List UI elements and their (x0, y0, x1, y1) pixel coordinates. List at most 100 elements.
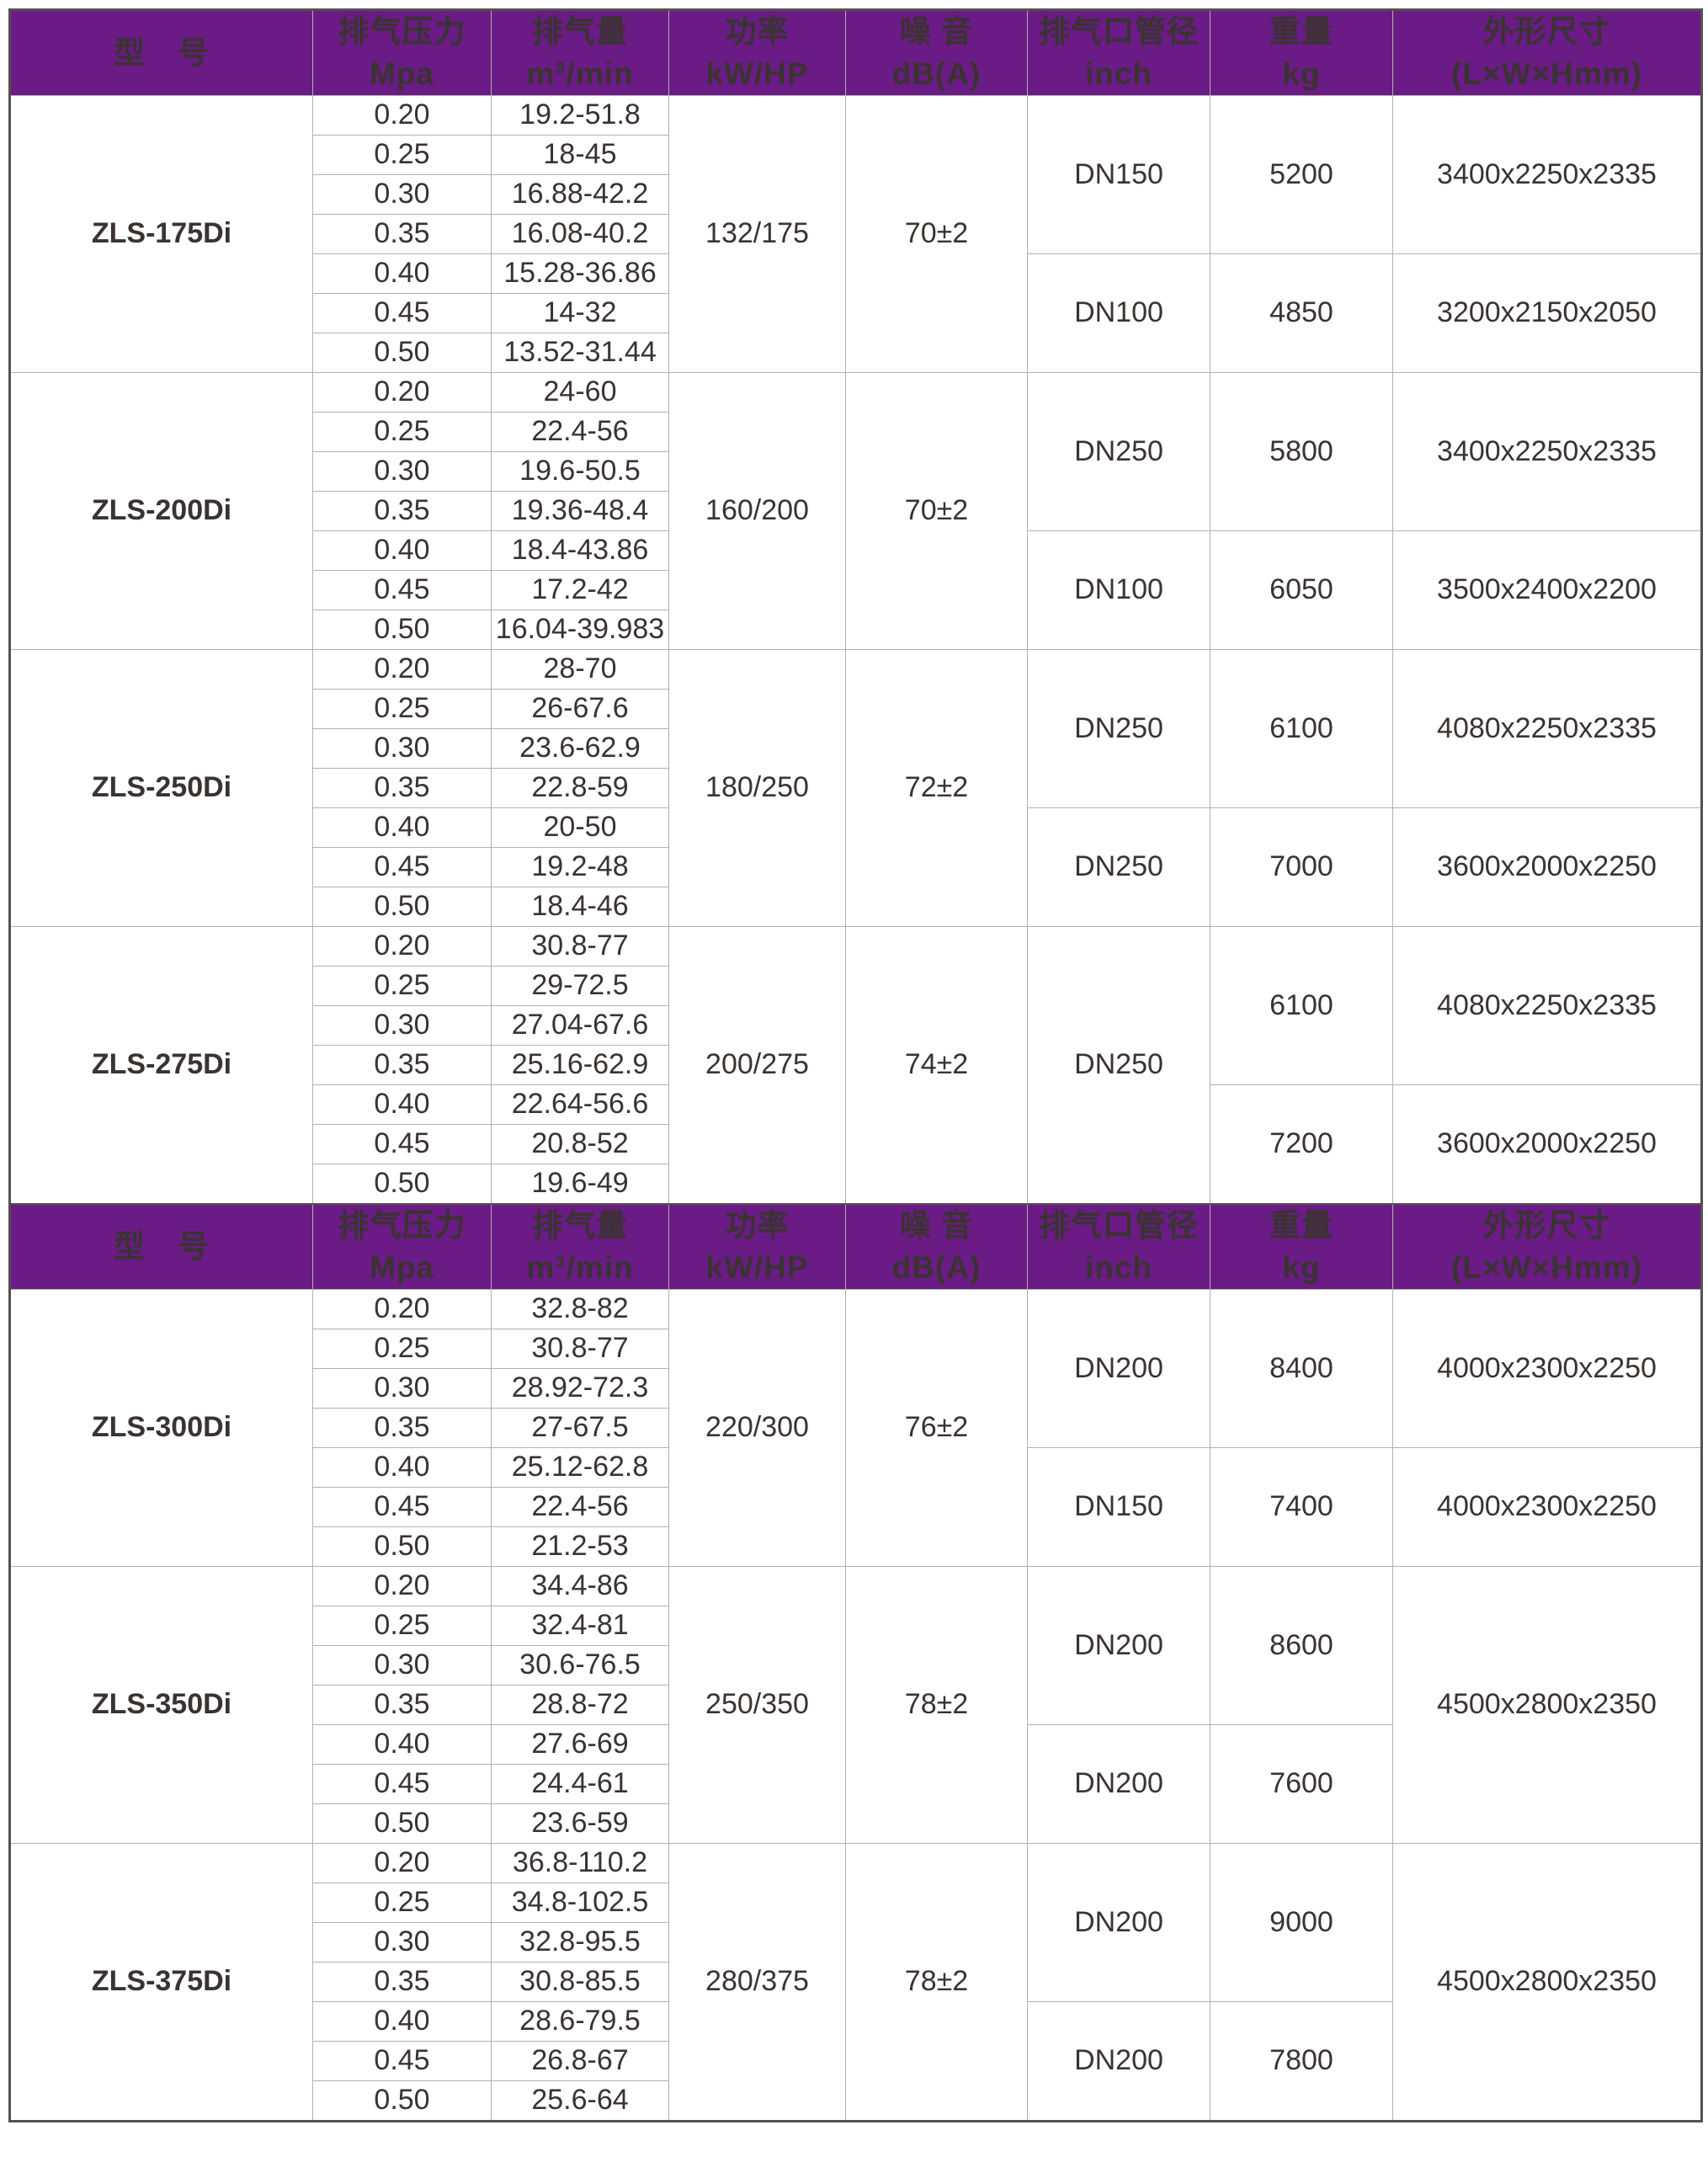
model-cell: ZLS-275Di (9, 926, 313, 1205)
header-cell: 型 号 (9, 1203, 313, 1290)
displacement-cell: 20-50 (491, 807, 669, 848)
displacement-cell: 34.4-86 (491, 1566, 669, 1606)
pipe-cell: DN200 (1027, 2001, 1210, 2122)
weight-cell: 5800 (1210, 372, 1393, 531)
header-cell: 外形尺寸 (L×W×Hmm) (1392, 9, 1702, 96)
pipe-cell: DN200 (1027, 1289, 1210, 1448)
header-cell: 排气量 m³/min (491, 9, 669, 96)
displacement-cell: 30.8-77 (491, 926, 669, 967)
header-line2: kg (1282, 56, 1321, 91)
pressure-cell: 0.30 (312, 451, 492, 492)
pressure-cell: 0.50 (312, 333, 492, 373)
noise-cell: 70±2 (845, 372, 1028, 650)
pressure-cell: 0.30 (312, 1922, 492, 1963)
displacement-cell: 16.04-39.983 (491, 610, 669, 650)
dims-cell: 3400x2250x2335 (1392, 95, 1702, 254)
dims-cell: 4000x2300x2250 (1392, 1289, 1702, 1448)
displacement-cell: 27.04-67.6 (491, 1005, 669, 1046)
pressure-cell: 0.30 (312, 1645, 492, 1686)
header-line2: inch (1084, 56, 1153, 91)
table-row: 0.40 25.12-62.8 DN150 7400 4000x2300x2250 (10, 1447, 1702, 1567)
pressure-cell: 0.20 (312, 1289, 492, 1329)
table-row: 0.35 25.16-62.9 (10, 1045, 1702, 1085)
header-cell: 重量 kg (1210, 1203, 1393, 1290)
pressure-cell: 0.45 (312, 570, 492, 610)
header-cell: 排气压力 Mpa (312, 1203, 492, 1290)
displacement-cell: 13.52-31.44 (491, 333, 669, 373)
header-cell: 排气口管径 inch (1027, 1203, 1210, 1290)
displacement-cell: 22.4-56 (491, 1487, 669, 1527)
displacement-cell: 23.6-59 (491, 1803, 669, 1844)
dims-cell: 3600x2000x2250 (1392, 807, 1702, 927)
header-line1: 排气量 (532, 14, 628, 49)
displacement-cell: 18-45 (491, 135, 669, 175)
power-cell: 250/350 (668, 1566, 846, 1844)
displacement-cell: 26.8-67 (491, 2041, 669, 2081)
displacement-cell: 28.8-72 (491, 1685, 669, 1725)
displacement-cell: 19.6-50.5 (491, 451, 669, 492)
pressure-cell: 0.45 (312, 293, 492, 333)
header-line2: inch (1084, 1250, 1153, 1285)
table-row: 0.45 14-32 (10, 293, 1702, 333)
header-cell: 外形尺寸 (L×W×Hmm) (1392, 1203, 1702, 1290)
table-row: 0.45 20.8-52 (10, 1124, 1702, 1164)
weight-cell: 7800 (1210, 2001, 1393, 2122)
displacement-cell: 34.8-102.5 (491, 1883, 669, 1923)
weight-cell: 7400 (1210, 1447, 1393, 1567)
pressure-cell: 0.35 (312, 1685, 492, 1725)
header-cell: 功率 kW/HP (668, 1203, 846, 1290)
pressure-cell: 0.20 (312, 649, 492, 690)
header-row: 型 号 排气压力 Mpa 排气量 m³/min 功率 kW/HP 噪 音 dB(A) 排气口管径 i… (9, 9, 1702, 96)
header-row: 型 号 排气压力 Mpa 排气量 m³/min 功率 kW/HP 噪 音 dB(A) 排气口管径 i… (9, 1203, 1702, 1290)
displacement-cell: 32.4-81 (491, 1606, 669, 1646)
header-line2: dB(A) (891, 56, 982, 91)
table-row: 0.50 13.52-31.44 (10, 333, 1702, 373)
model-cell: ZLS-375Di (9, 1843, 313, 2122)
table-row: ZLS-350Di 0.20 34.4-86 250/350 78±2 DN200 8600… (9, 1566, 1702, 1844)
dims-cell: 4500x2800x2350 (1392, 1843, 1702, 2122)
displacement-cell: 20.8-52 (491, 1124, 669, 1164)
header-line2: kW/HP (705, 1250, 809, 1285)
dims-cell: 4000x2300x2250 (1392, 1447, 1702, 1567)
displacement-cell: 18.4-46 (491, 887, 669, 927)
weight-cell: 6100 (1210, 926, 1393, 1085)
power-cell: 180/250 (668, 649, 846, 927)
header-cell: 型 号 (9, 9, 313, 96)
header-line2: (L×W×Hmm) (1451, 1250, 1642, 1285)
displacement-cell: 14-32 (491, 293, 669, 333)
table-row: 0.40 15.28-36.86 DN100 4850 3200x2150x2050 (10, 253, 1702, 373)
table-row: 0.25 22.4-56 (10, 412, 1702, 452)
pressure-cell: 0.25 (312, 412, 492, 452)
table-row: 0.45 24.4-61 (10, 1764, 1702, 1804)
power-cell: 200/275 (668, 926, 846, 1205)
table-row: 0.35 19.36-48.4 (10, 491, 1702, 531)
displacement-cell: 18.4-43.86 (491, 530, 669, 571)
displacement-cell: 28.6-79.5 (491, 2001, 669, 2042)
header-cell: 排气口管径 inch (1027, 9, 1210, 96)
table-row: 0.35 16.08-40.2 (10, 214, 1702, 254)
header-line1: 噪 音 (899, 14, 974, 49)
header-cell: 噪 音 dB(A) (845, 1203, 1028, 1290)
header-line2: m³/min (526, 1250, 634, 1285)
pressure-cell: 0.30 (312, 1368, 492, 1409)
header-line1: 外形尺寸 (1482, 14, 1611, 49)
pressure-cell: 0.40 (312, 807, 492, 848)
table-row: 0.30 19.6-50.5 (10, 451, 1702, 492)
model-cell: ZLS-175Di (9, 95, 313, 373)
displacement-cell: 24-60 (491, 372, 669, 413)
pressure-cell: 0.40 (312, 2001, 492, 2042)
header-cell: 重量 kg (1210, 9, 1393, 96)
table-row: 0.25 18-45 (10, 135, 1702, 175)
displacement-cell: 16.88-42.2 (491, 174, 669, 215)
pressure-cell: 0.35 (312, 1408, 492, 1448)
displacement-cell: 29-72.5 (491, 966, 669, 1006)
dims-cell: 3400x2250x2335 (1392, 372, 1702, 531)
weight-cell: 7000 (1210, 807, 1393, 927)
table-row: ZLS-200Di 0.20 24-60 160/200 70±2 DN250 5800 34… (9, 372, 1702, 650)
pipe-cell: DN200 (1027, 1724, 1210, 1844)
header-line1: 排气口管径 (1039, 14, 1199, 49)
displacement-cell: 25.16-62.9 (491, 1045, 669, 1085)
displacement-cell: 32.8-95.5 (491, 1922, 669, 1963)
noise-cell: 72±2 (845, 649, 1028, 927)
displacement-cell: 19.2-51.8 (491, 95, 669, 136)
